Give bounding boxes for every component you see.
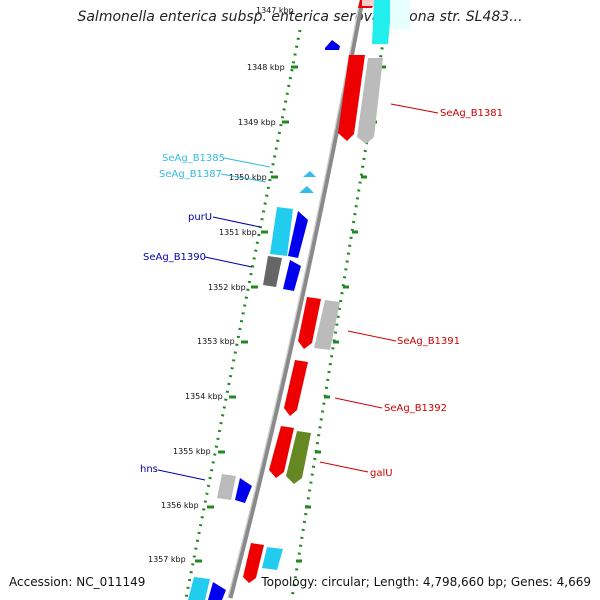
gene-seag-b1385 [303, 171, 316, 177]
accession-text: Accession: NC_011149 [9, 575, 146, 589]
gene-seag-b1391 [298, 297, 321, 349]
label-seag-b1385: SeAg_B1385 [162, 153, 225, 164]
tick-label-1347: 1347 kbp [256, 6, 294, 15]
tick-label-1357: 1357 kbp [148, 555, 186, 564]
tick-label-1352: 1352 kbp [208, 283, 246, 292]
gene-seag-b1387 [299, 186, 314, 193]
gene-grey-2 [314, 300, 340, 350]
label-galU: galU [370, 468, 393, 479]
outer-ruler-line [290, 0, 392, 599]
gene-top-pink [362, 0, 376, 6]
label-seag-b1392: SeAg_B1392 [384, 403, 447, 414]
gene-galU [286, 431, 311, 484]
gene-dark-grey [263, 256, 282, 287]
label-seag-b1387: SeAg_B1387 [159, 169, 222, 180]
backbone-highlight [227, 0, 361, 599]
tick-label-1348: 1348 kbp [247, 63, 285, 72]
summary-text: Topology: circular; Length: 4,798,660 bp… [261, 575, 591, 589]
label-purU: purU [188, 212, 212, 223]
gene-cyan-purU [270, 207, 293, 256]
gene-cyan-bottom [262, 547, 283, 570]
label-hns: hns [140, 464, 158, 475]
tick-label-1356: 1356 kbp [161, 501, 199, 510]
leader-galU [319, 461, 369, 473]
leader-seag-b1392 [334, 397, 383, 409]
gene-blue-bottom [208, 582, 226, 600]
gene-red-galU [269, 426, 294, 478]
label-seag-b1390: SeAg_B1390 [143, 252, 206, 263]
tick-label-1351: 1351 kbp [219, 228, 257, 237]
gene-small-blue-arrow [325, 40, 340, 50]
gene-hns [235, 478, 252, 503]
leader-seag-b1391 [347, 330, 397, 342]
gene-top-cyan [372, 0, 392, 44]
tick-label-1354: 1354 kbp [185, 392, 223, 401]
leader-seag-b1381 [390, 103, 439, 114]
label-seag-b1381: SeAg_B1381 [440, 108, 503, 119]
gene-grey-1 [357, 58, 383, 144]
gene-seag-b1390 [283, 260, 301, 291]
gene-seag-b1381 [338, 55, 365, 141]
gene-red-bottom [243, 543, 264, 583]
ruler-ticks [195, 65, 386, 563]
leader-purU [212, 216, 261, 228]
inner-ruler-line [184, 29, 302, 599]
gene-purU [288, 211, 308, 258]
tick-label-1350: 1350 kbp [229, 173, 267, 182]
tick-label-1349: 1349 kbp [238, 118, 276, 127]
tick-label-1355: 1355 kbp [173, 447, 211, 456]
gene-seag-b1392 [284, 360, 308, 416]
leader-seag-b1387 [220, 173, 267, 183]
leader-seag-b1385 [223, 157, 271, 168]
gene-cyan-bottom-2 [188, 577, 210, 600]
leader-seag-b1390 [204, 256, 253, 268]
map-title: Salmonella enterica subsp. enterica sero… [77, 9, 523, 25]
gene-top-cyan-fade [390, 0, 410, 30]
label-seag-b1391: SeAg_B1391 [397, 336, 460, 347]
gene-grey-hns [217, 474, 236, 500]
tick-label-1353: 1353 kbp [197, 337, 235, 346]
leader-hns [157, 469, 206, 481]
